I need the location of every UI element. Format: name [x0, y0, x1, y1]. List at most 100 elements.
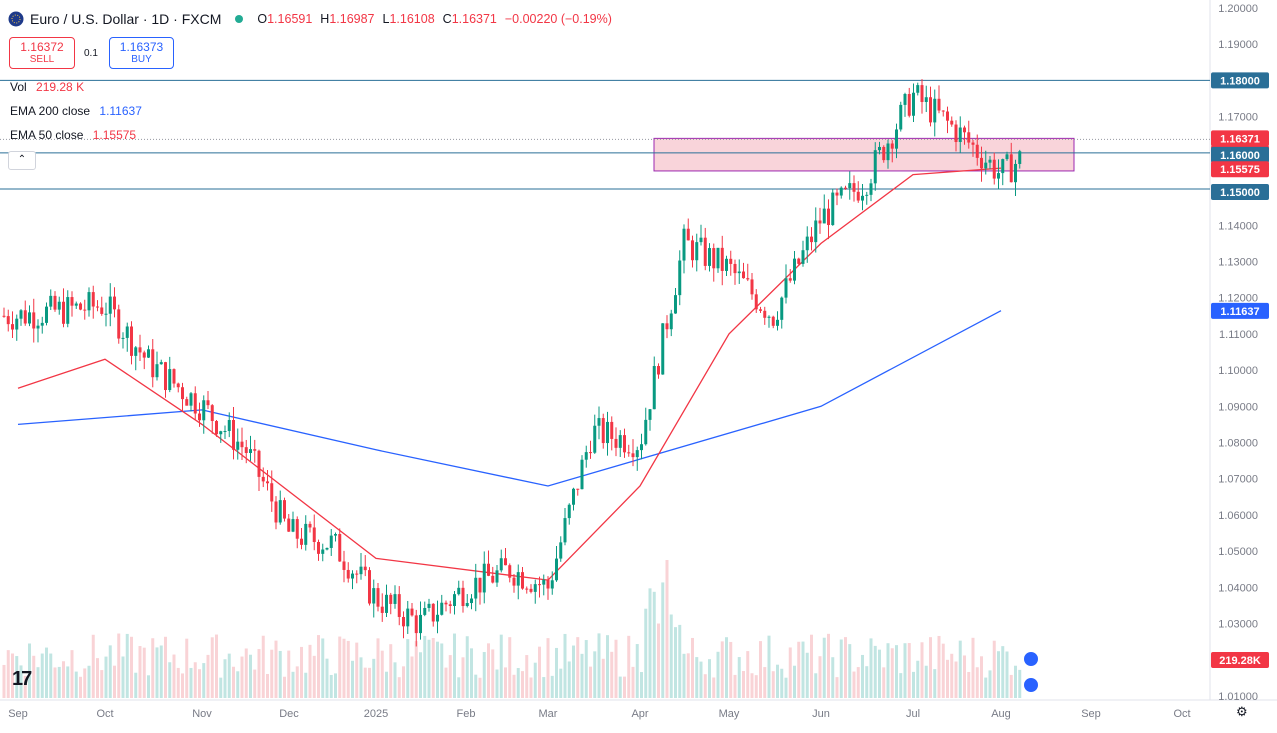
candle-body[interactable]: [363, 566, 367, 571]
candle-body[interactable]: [474, 577, 478, 599]
candle-body[interactable]: [117, 309, 121, 339]
candle-body[interactable]: [57, 301, 61, 310]
candle-body[interactable]: [257, 450, 261, 477]
candle-body[interactable]: [788, 278, 792, 281]
candle-body[interactable]: [28, 312, 31, 324]
candle-body[interactable]: [861, 195, 864, 201]
candle-body[interactable]: [6, 316, 10, 325]
candle-body[interactable]: [87, 292, 91, 311]
candle-body[interactable]: [113, 296, 116, 310]
candle-body[interactable]: [784, 278, 788, 298]
candle-body[interactable]: [937, 98, 941, 111]
candle-body[interactable]: [992, 159, 996, 179]
candle-body[interactable]: [291, 519, 295, 532]
candle-body[interactable]: [708, 248, 711, 266]
candle-body[interactable]: [652, 366, 656, 410]
candle-body[interactable]: [716, 247, 720, 269]
candle-body[interactable]: [559, 542, 563, 559]
candle-body[interactable]: [253, 449, 257, 451]
candle-body[interactable]: [104, 313, 108, 315]
candle-body[interactable]: [206, 400, 210, 406]
candle-body[interactable]: [988, 159, 992, 163]
candle-body[interactable]: [402, 616, 405, 627]
candle-body[interactable]: [644, 419, 648, 445]
candle-body[interactable]: [525, 588, 529, 590]
candle-body[interactable]: [351, 573, 354, 579]
candle-body[interactable]: [300, 538, 303, 545]
candle-body[interactable]: [827, 208, 830, 226]
candle-body[interactable]: [232, 419, 235, 450]
candle-body[interactable]: [882, 146, 886, 161]
candle-body[interactable]: [66, 297, 70, 324]
candle-body[interactable]: [91, 292, 95, 307]
candle-body[interactable]: [317, 541, 320, 554]
candle-body[interactable]: [669, 313, 673, 330]
candle-body[interactable]: [835, 192, 839, 196]
candle-body[interactable]: [440, 602, 444, 615]
candle-body[interactable]: [49, 295, 53, 307]
candle-body[interactable]: [810, 236, 813, 243]
candle-body[interactable]: [2, 315, 6, 317]
candle-body[interactable]: [699, 237, 703, 243]
candle-body[interactable]: [780, 297, 784, 320]
candle-body[interactable]: [308, 523, 312, 528]
ema200-legend[interactable]: EMA 200 close 1.11637: [10, 104, 142, 118]
candle-body[interactable]: [1005, 154, 1009, 160]
candle-body[interactable]: [482, 563, 486, 593]
candle-body[interactable]: [754, 294, 758, 310]
candle-body[interactable]: [984, 162, 988, 169]
candle-body[interactable]: [461, 587, 465, 607]
candle-body[interactable]: [912, 92, 915, 116]
candle-body[interactable]: [134, 347, 138, 356]
candle-body[interactable]: [763, 310, 767, 318]
candle-body[interactable]: [538, 584, 541, 586]
candle-body[interactable]: [236, 441, 240, 450]
candle-body[interactable]: [916, 85, 920, 93]
candle-body[interactable]: [465, 603, 469, 607]
candle-body[interactable]: [414, 615, 418, 634]
candle-body[interactable]: [767, 316, 771, 318]
candle-body[interactable]: [759, 309, 762, 311]
candle-body[interactable]: [342, 561, 346, 570]
economic-event-icon[interactable]: [1022, 650, 1040, 668]
candle-body[interactable]: [121, 337, 125, 339]
candle-body[interactable]: [181, 387, 184, 400]
candle-body[interactable]: [100, 307, 104, 314]
candle-body[interactable]: [848, 183, 852, 189]
candle-body[interactable]: [393, 594, 397, 604]
candle-body[interactable]: [963, 127, 966, 133]
candle-body[interactable]: [725, 258, 728, 271]
candle-body[interactable]: [11, 324, 14, 330]
sell-button[interactable]: 1.16372 SELL: [9, 37, 75, 69]
candle-body[interactable]: [495, 570, 499, 583]
candle-body[interactable]: [295, 519, 299, 539]
candle-body[interactable]: [240, 441, 244, 448]
symbol-title[interactable]: Euro / U.S. Dollar · 1D · FXCM: [30, 11, 222, 27]
candle-body[interactable]: [223, 431, 227, 432]
candle-body[interactable]: [933, 98, 937, 123]
candle-body[interactable]: [283, 500, 286, 519]
candle-body[interactable]: [950, 120, 954, 125]
candle-body[interactable]: [805, 236, 809, 251]
candle-body[interactable]: [274, 501, 278, 523]
candle-body[interactable]: [304, 523, 308, 545]
candle-body[interactable]: [793, 258, 796, 281]
candle-body[interactable]: [36, 325, 40, 329]
candle-body[interactable]: [32, 312, 36, 329]
candle-body[interactable]: [266, 481, 269, 484]
candle-body[interactable]: [53, 295, 57, 310]
candle-body[interactable]: [920, 85, 924, 102]
candle-body[interactable]: [529, 588, 533, 592]
candle-body[interactable]: [219, 431, 223, 435]
candle-body[interactable]: [601, 418, 605, 444]
candle-body[interactable]: [610, 421, 614, 439]
candle-body[interactable]: [385, 594, 388, 613]
candle-body[interactable]: [1001, 159, 1005, 174]
candle-body[interactable]: [427, 603, 431, 608]
candle-body[interactable]: [746, 278, 750, 280]
candle-body[interactable]: [869, 183, 873, 195]
candle-body[interactable]: [924, 97, 928, 102]
candle-body[interactable]: [580, 459, 584, 490]
candle-body[interactable]: [491, 575, 495, 583]
candle-body[interactable]: [839, 187, 843, 196]
